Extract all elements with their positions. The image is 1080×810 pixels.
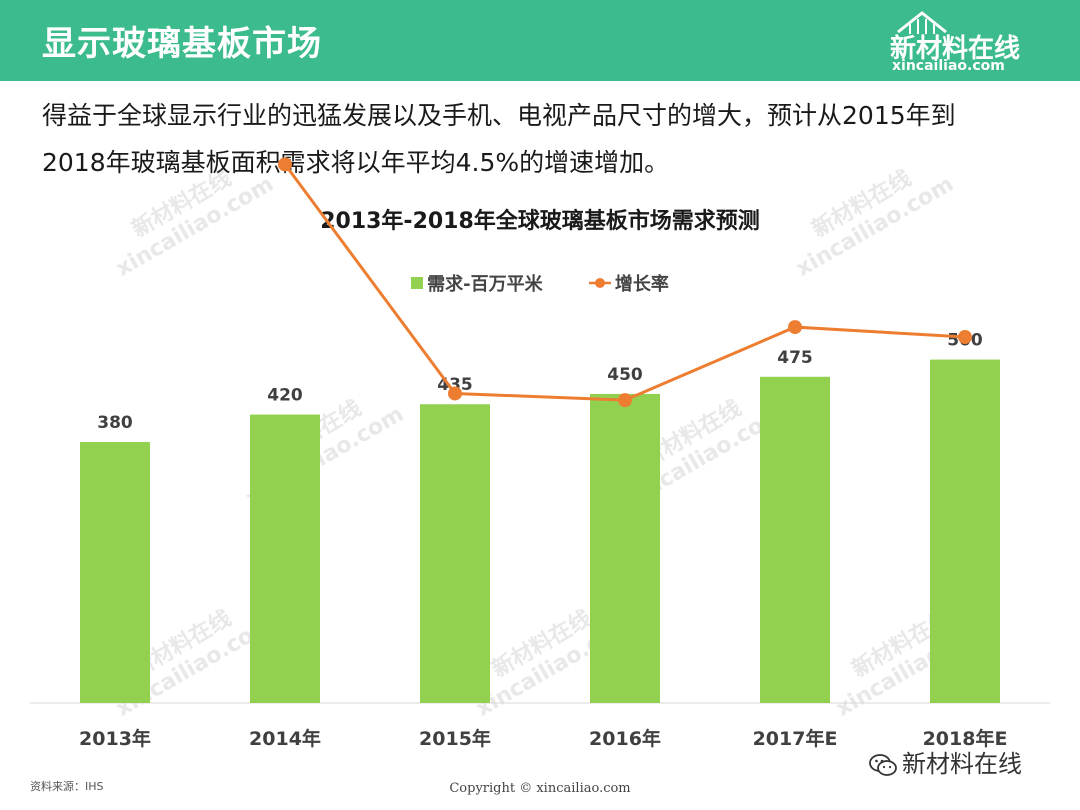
point-growth-rate — [788, 320, 802, 335]
data-label-demand: 475 — [777, 348, 813, 368]
x-tick-label: 2017年E — [753, 727, 838, 750]
page-title: 显示玻璃基板市场 — [42, 24, 322, 64]
bar-demand — [250, 414, 320, 703]
data-label-demand: 420 — [267, 386, 303, 406]
legend-label-demand: 需求-百万平米 — [427, 274, 543, 295]
intro-line-2: 2018年玻璃基板面积需求将以年平均4.5%的增速增加。 — [42, 148, 670, 177]
bar-demand — [590, 393, 660, 703]
x-tick-label: 2014年 — [249, 727, 321, 750]
legend-label-growth: 增长率 — [614, 274, 669, 295]
legend-item-demand: 需求-百万平米 — [411, 270, 543, 296]
legend-marker-growth — [588, 278, 611, 288]
x-tick-label: 2015年 — [419, 727, 491, 750]
data-label-demand: 450 — [607, 365, 643, 385]
house-icon — [897, 11, 947, 34]
source-note: 资料来源：IHS — [30, 780, 104, 793]
wechat-icon — [869, 754, 897, 776]
bar-demand — [930, 359, 1000, 703]
point-growth-rate — [278, 157, 292, 172]
x-tick-label: 2018年E — [923, 727, 1008, 750]
chart-legend: 需求-百万平米 增长率 — [0, 270, 1080, 296]
wechat-name: 新材料在线 — [902, 750, 1022, 778]
copyright-text: Copyright © xincailiao.com — [449, 781, 631, 796]
intro-line-1: 得益于全球显示行业的迅猛发展以及手机、电视产品尺寸的增大，预计从2015年到 — [42, 101, 956, 130]
logo-name: 新材料在线 — [890, 34, 1021, 64]
legend-swatch-demand — [411, 277, 424, 289]
logo-domain: xincailiao.com — [892, 58, 1005, 74]
data-label-demand: 380 — [97, 413, 133, 433]
legend-item-growth: 增长率 — [588, 270, 669, 296]
chart-title: 2013年-2018年全球玻璃基板市场需求预测 — [320, 209, 760, 234]
bar-demand — [80, 442, 150, 703]
header-bar: 显示玻璃基板市场 新材料在线 xincailiao.com — [0, 0, 1080, 81]
point-growth-rate — [958, 330, 972, 345]
x-tick-label: 2016年 — [589, 727, 661, 750]
point-growth-rate — [618, 393, 632, 408]
wechat-account: 新材料在线 — [868, 744, 1022, 779]
intro-text: 得益于全球显示行业的迅猛发展以及手机、电视产品尺寸的增大，预计从2015年到 2… — [42, 92, 1052, 186]
bar-demand — [760, 376, 830, 703]
bar-demand — [420, 404, 490, 703]
x-tick-label: 2013年 — [79, 727, 151, 750]
point-growth-rate — [448, 386, 462, 401]
brand-logo: 新材料在线 xincailiao.com — [890, 10, 1040, 74]
